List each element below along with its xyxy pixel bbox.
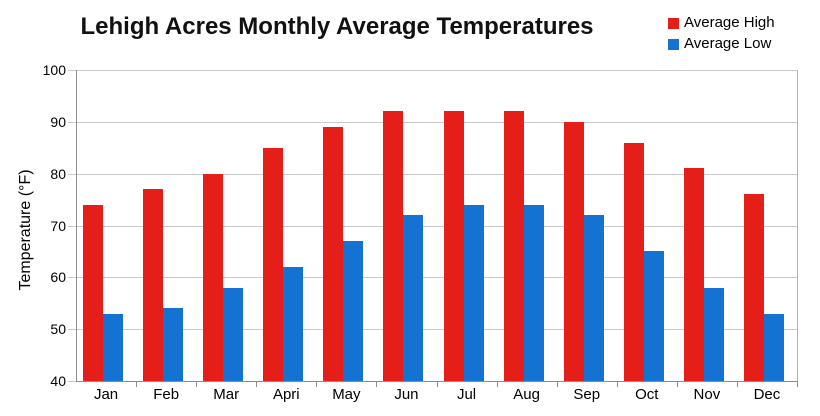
y-tick-40	[68, 381, 76, 382]
x-tick-4	[316, 382, 317, 387]
gridline-y-70	[76, 225, 797, 227]
x-tick-3	[256, 382, 257, 387]
y-tick-80	[68, 173, 76, 175]
bar-average-low-nov	[704, 288, 724, 381]
y-tick-label-60: 60	[50, 269, 66, 286]
y-tick-label-40: 40	[50, 373, 66, 389]
bar-average-high-jan	[83, 205, 103, 381]
y-tick-label-50: 50	[50, 321, 66, 338]
gridline-y-60	[76, 277, 797, 279]
x-label-jul: Jul	[456, 386, 477, 403]
bar-average-low-jul	[464, 205, 484, 381]
x-tick-5	[376, 382, 377, 387]
x-label-sep: Sep	[573, 386, 601, 403]
x-tick-12	[797, 382, 798, 387]
bar-average-high-mar	[203, 174, 223, 381]
x-label-jun: Jun	[394, 386, 419, 403]
y-tick-label-90: 90	[50, 113, 66, 130]
plot-right-border	[797, 70, 798, 381]
x-label-dec: Dec	[753, 386, 781, 403]
bar-average-high-jun	[383, 111, 403, 381]
bar-average-low-feb	[163, 308, 183, 381]
x-label-nov: Nov	[693, 386, 721, 403]
bar-average-low-oct	[644, 251, 664, 381]
bar-average-high-dec	[744, 194, 764, 381]
bar-average-high-aug	[504, 111, 524, 381]
y-axis-line	[76, 70, 77, 381]
gridline-y-50	[76, 329, 797, 331]
y-tick-70	[68, 225, 76, 227]
x-label-mar: Mar	[213, 386, 240, 403]
legend-label-low: Average Low	[684, 35, 772, 52]
bar-average-high-feb	[143, 189, 163, 381]
y-tick-label-70: 70	[50, 217, 66, 234]
legend-item-average-high: Average High	[668, 15, 775, 31]
bar-average-low-apri	[283, 267, 303, 381]
plot-area	[76, 70, 797, 381]
x-label-feb: Feb	[153, 386, 180, 403]
x-tick-9	[617, 382, 618, 387]
x-tick-8	[557, 382, 558, 387]
x-tick-7	[497, 382, 498, 387]
bar-average-high-oct	[624, 143, 644, 381]
x-tick-2	[196, 382, 197, 387]
x-tick-10	[677, 382, 678, 387]
legend-swatch-low-icon	[668, 38, 679, 50]
legend: Average High Average Low	[668, 15, 775, 57]
y-tick-label-100: 100	[42, 62, 66, 78]
y-tick-100	[68, 70, 76, 71]
gridline-y-90	[76, 121, 797, 123]
bar-average-high-may	[323, 127, 343, 381]
bar-average-high-apri	[263, 148, 283, 381]
bar-average-low-dec	[764, 314, 784, 381]
x-tick-11	[737, 382, 738, 387]
gridline-y-80	[76, 173, 797, 175]
x-axis-line	[76, 381, 798, 382]
bar-average-low-sep	[584, 215, 604, 381]
legend-label-high: Average High	[684, 14, 775, 31]
x-tick-1	[136, 382, 137, 387]
bar-average-high-sep	[564, 122, 584, 381]
y-tick-90	[68, 121, 76, 123]
x-label-apri: Apri	[272, 386, 300, 403]
x-label-may: May	[332, 386, 361, 403]
x-label-jan: Jan	[93, 386, 119, 403]
bar-average-high-jul	[444, 111, 464, 381]
bar-average-low-aug	[524, 205, 544, 381]
legend-swatch-high-icon	[668, 17, 679, 29]
y-tick-60	[68, 277, 76, 279]
chart-title: Lehigh Acres Monthly Average Temperature…	[80, 13, 594, 40]
y-tick-label-80: 80	[50, 165, 66, 182]
bar-average-high-nov	[684, 168, 704, 381]
legend-item-average-low: Average Low	[668, 36, 775, 52]
bar-average-low-may	[343, 241, 363, 381]
y-tick-50	[68, 329, 76, 331]
x-tick-6	[437, 382, 438, 387]
bar-average-low-jun	[403, 215, 423, 381]
bar-average-low-jan	[103, 314, 123, 381]
x-label-aug: Aug	[513, 386, 540, 403]
bar-average-low-mar	[223, 288, 243, 381]
x-label-oct: Oct	[635, 386, 659, 403]
gridline-y-100	[76, 70, 797, 71]
